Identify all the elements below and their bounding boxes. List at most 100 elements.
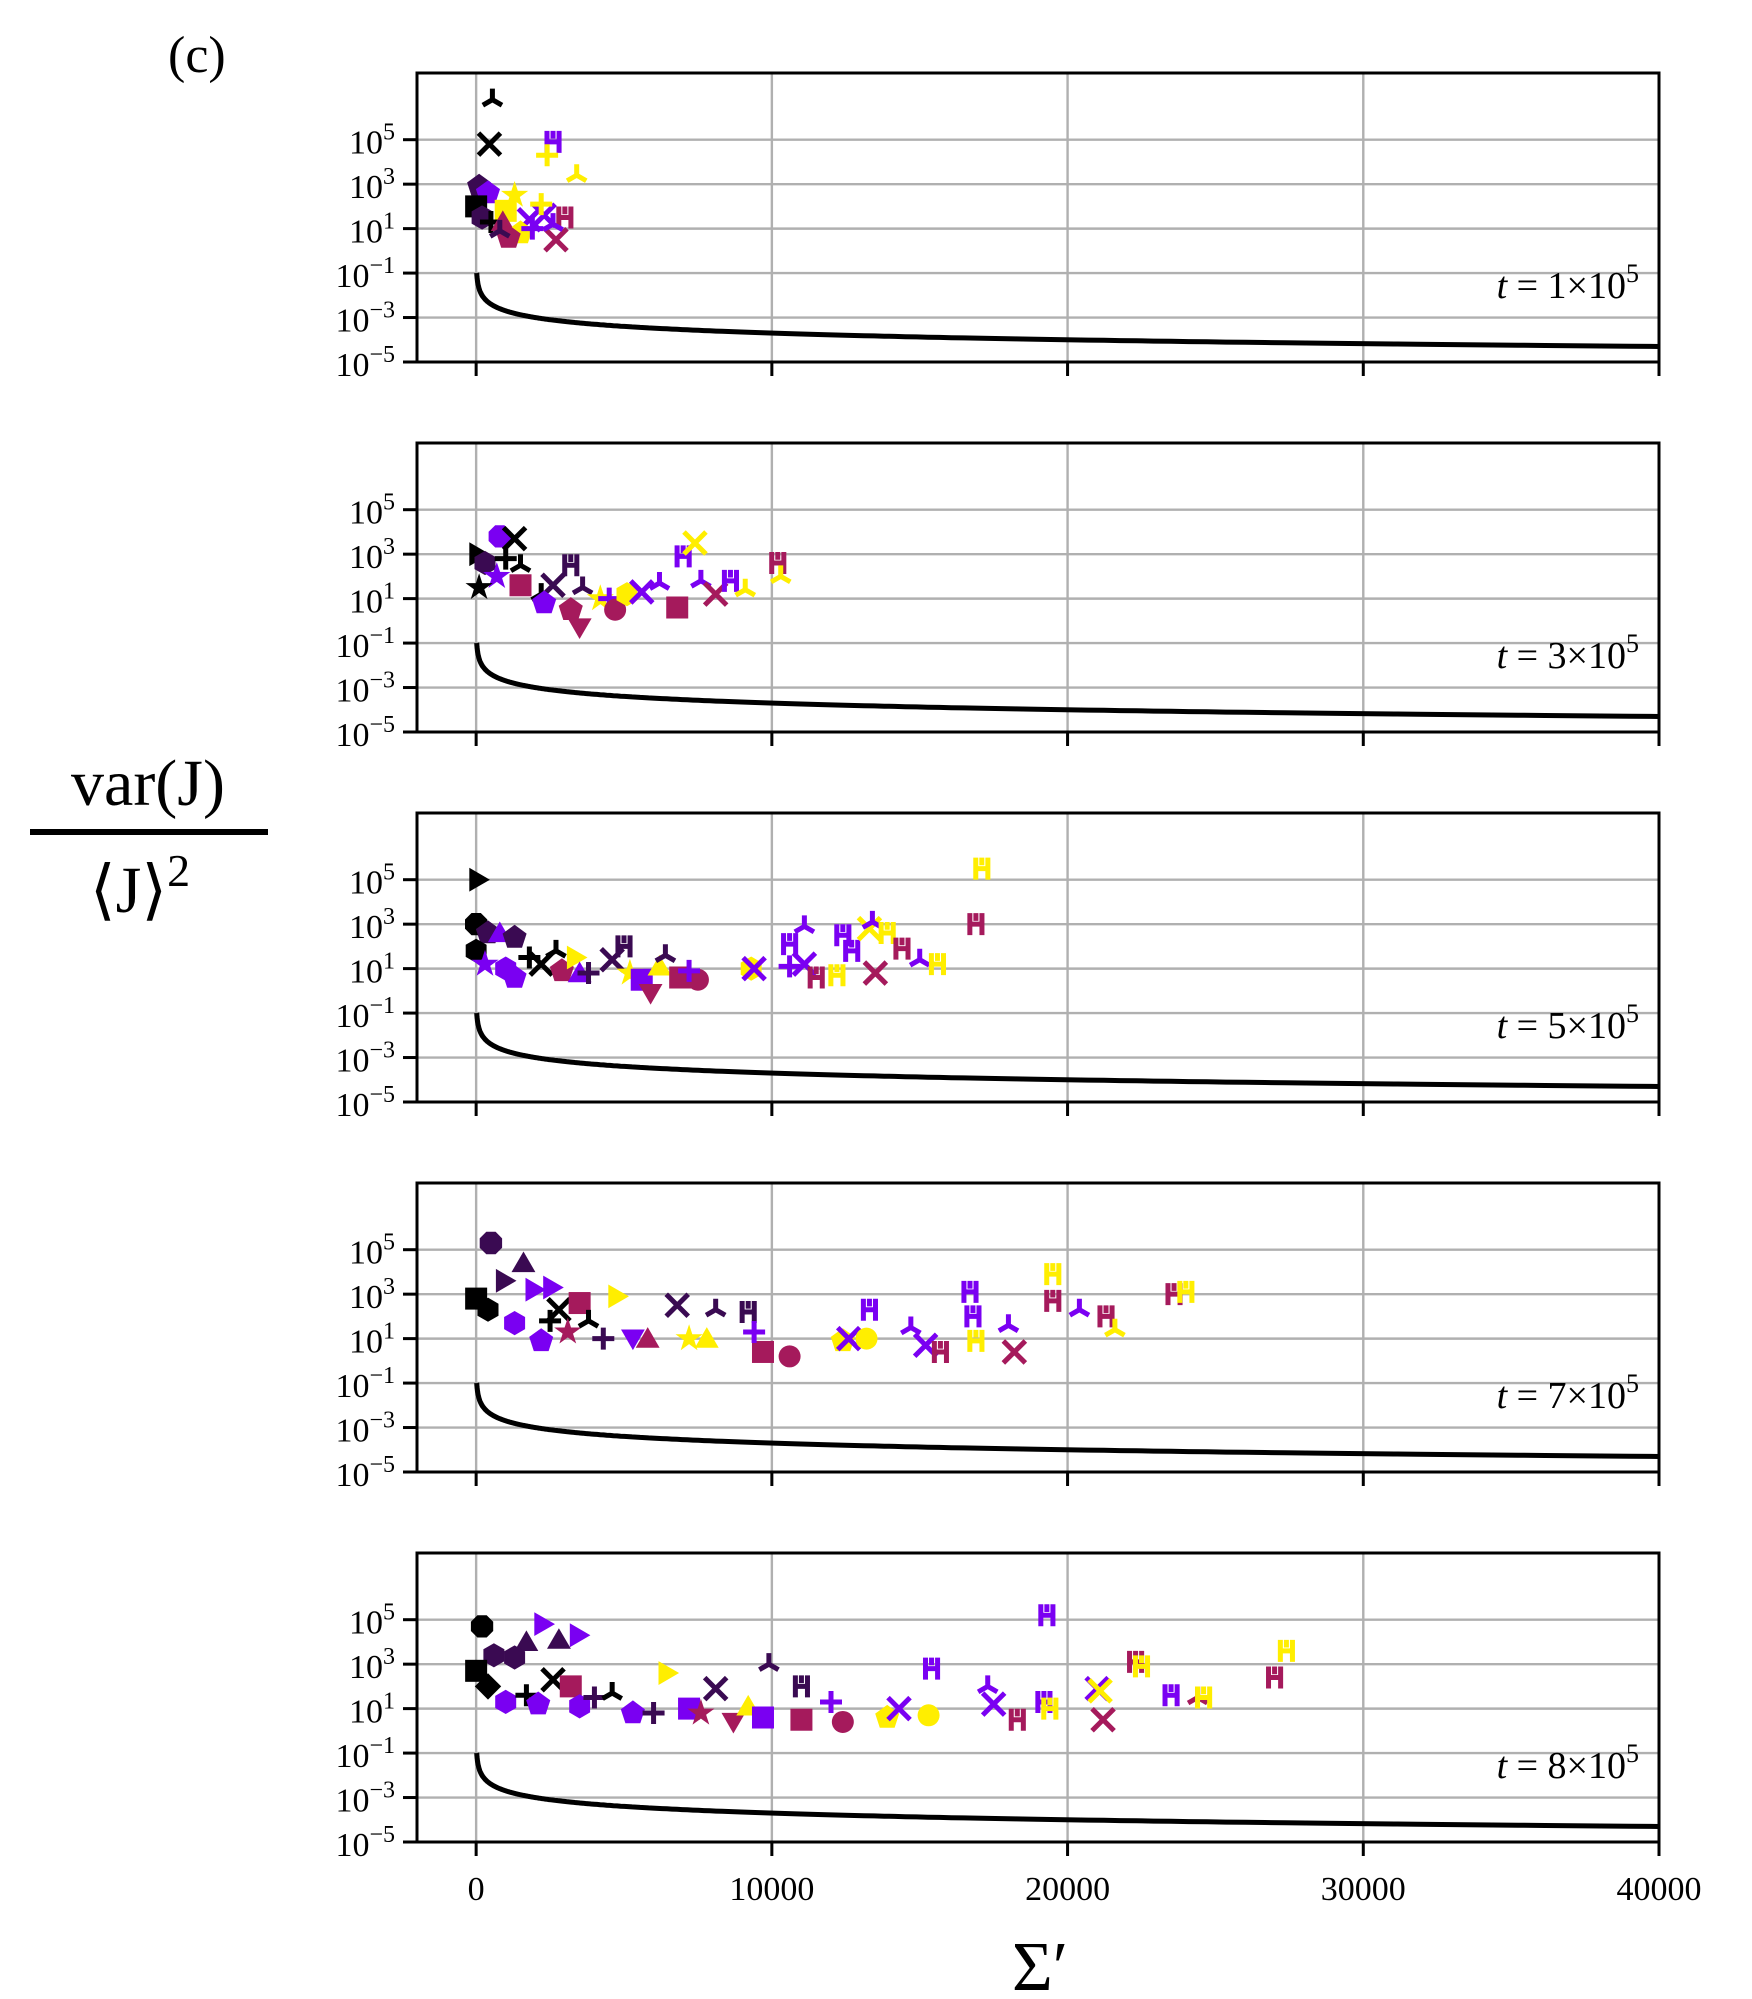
- y-tick-label: 101: [349, 1689, 395, 1731]
- data-point-tri: [654, 944, 677, 963]
- gridlines: [417, 73, 1661, 364]
- gridlines: [417, 813, 1661, 1104]
- data-point-plus: [536, 144, 559, 167]
- data-point-triangle-up: [694, 1327, 719, 1348]
- axes-frame: [415, 441, 1661, 734]
- y-tick-label: 101: [349, 949, 395, 991]
- data-point-x: [862, 960, 889, 986]
- y-tick-label: 105: [349, 860, 395, 902]
- data-point-plus: [820, 1690, 842, 1713]
- data-point-H: [1044, 1289, 1062, 1312]
- data-point-circle: [778, 1345, 801, 1368]
- data-point-x: [501, 525, 528, 552]
- data-point-square: [751, 1706, 774, 1729]
- data-point-square: [568, 1292, 591, 1315]
- data-point-H: [922, 1657, 941, 1680]
- y-tick-label: 10−5: [335, 1822, 395, 1864]
- y-tick-label: 10−1: [335, 623, 395, 665]
- y-tick-label: 103: [349, 164, 395, 206]
- data-point-tri: [734, 578, 757, 598]
- y-tick-label: 105: [349, 120, 395, 162]
- x-tick-label: 20000: [1025, 1871, 1110, 1908]
- data-point-tri: [481, 88, 504, 108]
- data-point-pentagon: [502, 964, 527, 988]
- data-point-H: [807, 966, 825, 989]
- data-point-tri: [565, 164, 588, 183]
- y-tick-label: 10−3: [335, 1038, 395, 1080]
- bound-curve: [474, 1752, 1660, 1829]
- data-point-tri: [1068, 1298, 1091, 1318]
- x-axis-label: Σ′: [1012, 1929, 1068, 1999]
- data-point-H: [961, 1280, 979, 1303]
- data-point-H: [1041, 1697, 1059, 1720]
- time-annotation: t = 7×105: [1497, 1369, 1639, 1417]
- data-point-H: [615, 935, 633, 958]
- y-tick-label: 10−5: [335, 342, 395, 384]
- data-point-circle: [831, 1710, 854, 1733]
- data-point-x: [980, 1691, 1007, 1717]
- data-point-H: [834, 924, 852, 947]
- svg-text:⟨J⟩2: ⟨J⟩2: [90, 845, 190, 927]
- data-point-x: [664, 1292, 690, 1319]
- data-point-star: [483, 562, 511, 588]
- data-point-triangle-down: [638, 984, 663, 1005]
- data-point-H: [828, 964, 846, 987]
- data-point-square: [509, 574, 532, 597]
- data-point-diamond: [474, 1673, 502, 1700]
- data-point-plus: [642, 1702, 665, 1725]
- data-point-square: [751, 1340, 774, 1363]
- data-point-triangle-up: [511, 1251, 536, 1273]
- data-point-tri: [704, 1298, 727, 1318]
- data-point-plus: [494, 547, 517, 570]
- data-point-triangle-right: [608, 1284, 629, 1309]
- data-point-H: [1008, 1708, 1026, 1731]
- data-point-H: [967, 913, 985, 936]
- data-point-triangle-right: [543, 1275, 564, 1300]
- data-point-hexagon: [474, 550, 496, 576]
- y-tick-label: 103: [349, 1274, 395, 1316]
- data-point-octagon: [479, 1231, 503, 1255]
- data-point-star: [554, 1317, 582, 1344]
- data-point-star: [616, 958, 644, 985]
- y-tick-label: 101: [349, 1319, 395, 1361]
- data-point-pentagon: [502, 924, 527, 948]
- y-tick-label: 10−3: [335, 1408, 395, 1450]
- data-point-star: [501, 181, 529, 207]
- data-point-triangle-right: [658, 1661, 680, 1685]
- data-point-triangle-right: [569, 1623, 591, 1648]
- y-axis-label: var(J) ⟨J⟩2: [30, 747, 268, 927]
- y-tick-label: 10−1: [335, 1733, 395, 1775]
- data-point-H: [674, 545, 692, 568]
- data-point-triangle-down: [567, 618, 592, 639]
- bound-curve: [474, 642, 1660, 719]
- data-point-plus: [678, 959, 701, 982]
- data-point-x: [546, 1296, 572, 1323]
- y-tick-label: 10−5: [335, 1452, 395, 1494]
- y-tick-label: 10−3: [335, 1778, 395, 1820]
- svg-text:var(J): var(J): [71, 747, 225, 820]
- data-point-H: [967, 1329, 985, 1352]
- y-tick-label: 101: [349, 209, 395, 251]
- data-point-pentagon: [558, 597, 583, 620]
- data-point-x: [1090, 1706, 1116, 1733]
- data-point-H: [1277, 1639, 1295, 1662]
- data-point-H: [739, 1300, 757, 1323]
- y-tick-label: 10−1: [335, 253, 395, 295]
- data-point-H: [1097, 1305, 1115, 1328]
- data-point-hexagon: [504, 1645, 526, 1670]
- data-point-pentagon: [830, 1328, 855, 1352]
- scatter-points: [465, 88, 588, 253]
- y-tick-label: 10−3: [335, 298, 395, 340]
- data-point-H: [1162, 1684, 1180, 1707]
- data-point-star: [471, 949, 499, 976]
- axes-frame: [415, 1551, 1661, 1844]
- data-point-plus: [592, 1327, 615, 1350]
- data-point-square: [559, 1675, 582, 1698]
- data-point-H: [562, 554, 580, 577]
- data-point-H: [1038, 1604, 1056, 1627]
- time-annotation: t = 8×105: [1497, 1739, 1639, 1787]
- data-point-tri: [509, 554, 532, 573]
